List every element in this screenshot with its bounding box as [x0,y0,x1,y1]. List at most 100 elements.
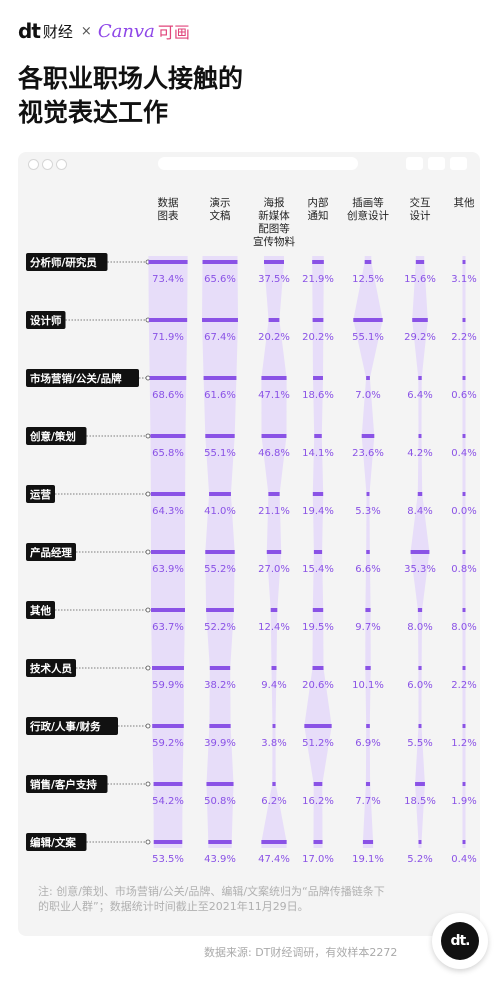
value-bar [150,434,186,438]
value-bar [153,840,183,844]
value-label: 20.6% [302,680,334,691]
row-leader-dot [145,433,151,439]
value-bar [261,434,287,438]
value-bar [313,840,323,844]
value-label: 6.4% [407,390,432,401]
value-label: 20.2% [258,332,290,343]
value-label: 52.2% [204,622,236,633]
value-bar [312,608,324,612]
row-label-bg [26,717,118,735]
value-bar [415,260,425,264]
window-dot-icon [56,159,67,170]
value-bar [364,260,372,264]
value-bar [304,724,332,728]
value-label: 37.5% [258,274,290,285]
value-label: 8.0% [451,622,476,633]
value-label: 2.2% [451,332,476,343]
row-label: 销售/客户支持 [30,778,97,791]
value-label: 61.6% [204,390,236,401]
data-source: 数据来源: DT财经调研，有效样本2272 [204,946,398,959]
value-label: 29.2% [404,332,436,343]
value-label: 19.1% [352,854,384,865]
value-bar [153,782,183,786]
value-bar [150,492,186,496]
value-label: 64.3% [152,506,184,517]
value-bar [417,608,423,612]
value-bar [266,550,282,554]
brand-separator: × [80,23,92,39]
value-bar [272,724,276,728]
row-label-bg [26,369,139,387]
value-bar [148,260,188,264]
row-leader-dot [145,665,151,671]
value-label: 65.6% [204,274,236,285]
window-button-icon [406,157,423,170]
window-dot-icon [42,159,53,170]
value-bar [462,492,466,496]
value-bar [418,666,422,670]
value-bar [365,782,371,786]
title-line-2: 视觉表达工作 [18,98,169,127]
value-label: 1.2% [451,738,476,749]
value-bar [312,666,324,670]
row-label-bg [26,601,55,619]
value-bar [462,782,466,786]
value-bar [314,434,322,438]
value-label: 14.1% [302,448,334,459]
row-label-bg [26,311,66,329]
value-label: 6.2% [261,796,286,807]
value-label: 1.9% [451,796,476,807]
row-leader-dot [145,549,151,555]
value-label: 0.6% [451,390,476,401]
value-bar [261,376,287,380]
value-label: 59.9% [152,680,184,691]
value-label: 2.2% [451,680,476,691]
value-bar [264,260,284,264]
value-label: 17.0% [302,854,334,865]
row-label: 设计师 [30,314,62,327]
value-bar [365,666,371,670]
dt-logo-text: 财经 [42,22,73,41]
value-bar [361,434,375,438]
value-bar [462,550,466,554]
value-bar [415,782,425,786]
value-bar [208,840,232,844]
value-label: 38.2% [204,680,236,691]
value-label: 19.5% [302,622,334,633]
value-label: 41.0% [204,506,236,517]
value-bar [313,782,323,786]
value-bar [205,550,235,554]
row-label-bg [26,485,55,503]
value-label: 20.2% [302,332,334,343]
column-header: 宣传物料 [253,235,295,248]
value-label: 8.4% [407,506,432,517]
value-bar [366,492,370,496]
value-label: 47.1% [258,390,290,401]
value-label: 16.2% [302,796,334,807]
row-label: 运营 [30,488,51,501]
value-bar [270,608,278,612]
column-header: 配图等 [258,222,290,235]
value-label: 0.0% [451,506,476,517]
row-label-bg [26,253,108,271]
value-bar [152,666,184,670]
value-label: 63.7% [152,622,184,633]
value-bar [209,666,231,670]
value-label: 59.2% [152,738,184,749]
column-header: 交互 [410,196,431,209]
column-header: 插画等 [352,196,384,209]
row-label: 编辑/文案 [30,836,76,849]
column-header: 演示 [210,196,231,209]
value-bar [272,782,276,786]
value-bar [418,724,422,728]
value-bar [150,550,186,554]
footnote-line-2: 的职业人群”；数据统计时间截止至2021年11月29日。 [38,900,309,913]
value-bar [205,434,235,438]
value-label: 5.3% [355,506,380,517]
value-label: 65.8% [152,448,184,459]
value-bar [353,318,383,322]
address-bar [158,157,358,170]
value-label: 3.1% [451,274,476,285]
value-label: 8.0% [407,622,432,633]
value-bar [462,434,466,438]
